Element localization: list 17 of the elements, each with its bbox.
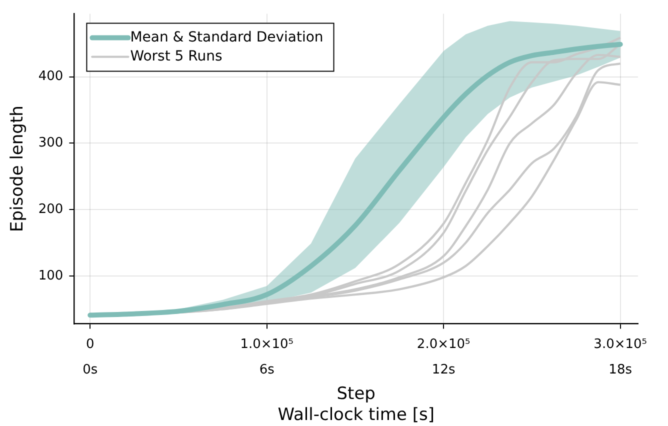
y-tick-label: 300 bbox=[38, 136, 64, 151]
y-tick-label: 200 bbox=[38, 202, 64, 217]
x-tick-label: 3.0×10⁵ bbox=[594, 336, 647, 352]
x-tick-label: 2.0×10⁵ bbox=[416, 336, 470, 352]
x2-tick-label: 12s bbox=[432, 362, 456, 378]
legend-label: Worst 5 Runs bbox=[130, 48, 222, 64]
y-tick-label: 100 bbox=[38, 268, 64, 284]
legend-label: Mean & Standard Deviation bbox=[130, 29, 324, 46]
x2-tick-label: 18s bbox=[608, 362, 632, 378]
x-tick-label: 1.0×10⁵ bbox=[240, 336, 294, 352]
x-tick-label: 0 bbox=[86, 336, 94, 352]
x2-axis-title: Wall-clock time [s] bbox=[278, 405, 434, 425]
y-axis-title: Episode length bbox=[8, 106, 28, 232]
x2-tick-label: 6s bbox=[259, 362, 275, 378]
x-axis-title: Step bbox=[336, 384, 376, 404]
y-tick-label: 400 bbox=[38, 69, 64, 84]
x2-tick-label: 0s bbox=[82, 362, 98, 378]
